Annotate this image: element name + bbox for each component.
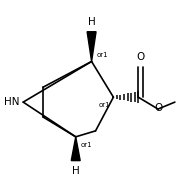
Polygon shape bbox=[71, 137, 80, 161]
Text: or1: or1 bbox=[96, 53, 108, 59]
Text: H: H bbox=[88, 17, 96, 27]
Text: or1: or1 bbox=[99, 102, 110, 108]
Text: or1: or1 bbox=[81, 142, 92, 148]
Text: O: O bbox=[154, 103, 162, 113]
Text: HN: HN bbox=[4, 97, 19, 107]
Polygon shape bbox=[87, 32, 96, 61]
Text: O: O bbox=[136, 53, 144, 62]
Text: H: H bbox=[72, 166, 80, 176]
